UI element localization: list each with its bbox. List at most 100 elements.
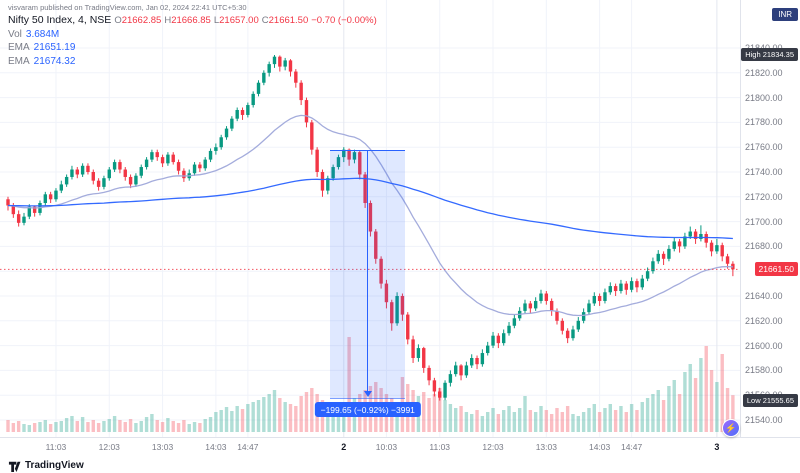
candle [672,241,676,249]
legend-ema1-row[interactable]: EMA 21651.19 [8,40,377,54]
low-value: 21657.00 [219,15,259,26]
candle [358,152,362,175]
time-tick-label: 13:03 [151,442,174,452]
candle [555,310,559,321]
price-tick-label: 21800.00 [745,92,783,103]
price-tick-label: 21740.00 [745,167,783,177]
candle [32,206,37,213]
candle [635,281,639,288]
candle [86,165,90,172]
candle [438,391,442,398]
candle [560,320,565,331]
candle [459,365,463,376]
change-value: −0.70 (−0.00%) [311,15,377,26]
candle [166,154,170,164]
candle [619,283,623,292]
currency-badge[interactable]: INR [772,8,798,21]
candle [160,157,165,164]
high-price-badge: High 21834.35 [741,48,798,61]
candle [278,56,282,67]
high-label: H [164,15,172,26]
time-axis[interactable]: 11:03 12:03 13:03 14:03 14:47 2 10:03 11:03 12:0… [0,437,800,457]
high-value: 21666.85 [171,15,211,26]
candle [336,157,341,168]
candle [54,190,58,200]
time-tick-label: 14:03 [588,442,611,452]
price-tick-label: 21600.00 [745,340,783,351]
candle [603,292,607,301]
measure-result-label: −199.65 (−0.92%) −3991 [314,402,421,418]
candle [533,300,538,309]
open-value: 21662.85 [121,15,162,26]
candle [182,170,186,179]
candle [347,149,351,160]
symbol-title: Nifty 50 Index, 4, NSE [8,14,112,26]
measure-arrow-line [367,149,369,393]
price-tick-label: 21640.00 [745,291,783,301]
candle [549,300,554,311]
candle [315,149,319,172]
candle [725,256,730,264]
price-axis[interactable]: INR High 21834.35 21661.50 Low 21555.65 … [740,0,800,437]
candle [107,169,111,179]
chart-pane[interactable]: −199.65 (−0.92%) −3991 [0,0,740,437]
candle [645,271,650,279]
candle [320,172,325,191]
candle [176,162,181,171]
candle [720,245,724,257]
time-tick-day-label: 2 [341,442,347,452]
candle [470,358,474,366]
candle [480,353,485,365]
candle [208,150,213,160]
time-tick-label: 14:47 [620,442,643,452]
candle [91,172,95,181]
candle [304,100,309,123]
candle [427,367,431,381]
candle [491,335,495,346]
candle [688,231,692,237]
candle [571,329,575,339]
candle [432,380,437,392]
candle [144,159,149,168]
price-tick-label: 21620.00 [745,315,783,326]
candle [123,169,127,177]
candle [230,118,234,129]
candle [267,64,271,73]
candle [475,358,479,365]
legend-volume-row[interactable]: Vol 3.684M [8,27,377,41]
candle [715,245,719,252]
candle [272,56,277,65]
time-tick-label: 13:03 [535,442,557,452]
legend-ema2-row[interactable]: EMA 21674.32 [8,54,377,68]
price-chart[interactable] [0,0,740,437]
tradingview-footer-link[interactable]: TradingView [8,457,84,473]
candle [379,258,383,284]
candle [192,164,197,174]
candle [134,175,138,185]
candle [443,382,447,398]
candle [256,82,261,94]
candle [59,184,63,191]
candle [368,203,373,232]
ema2-label: EMA [8,55,30,67]
candle [667,248,671,259]
candle [581,312,586,321]
price-tick-label: 21700.00 [745,216,783,227]
close-value: 21661.50 [268,15,309,26]
candle [251,93,255,106]
time-tick-day-label: 3 [714,442,720,452]
candle [597,296,602,301]
legend-symbol-row[interactable]: Nifty 50 Index, 4, NSE O21662.85 H21666.85… [8,13,377,27]
candle [613,286,618,292]
time-tick-label: 12:03 [482,442,504,452]
flash-icon[interactable]: ⚡ [722,419,740,437]
candle [70,169,74,177]
price-tick-label: 21760.00 [745,142,783,153]
candle [411,339,415,358]
candle [512,318,517,326]
candle [43,194,48,203]
candle [651,261,655,272]
candle [486,345,490,354]
candle [112,162,117,170]
